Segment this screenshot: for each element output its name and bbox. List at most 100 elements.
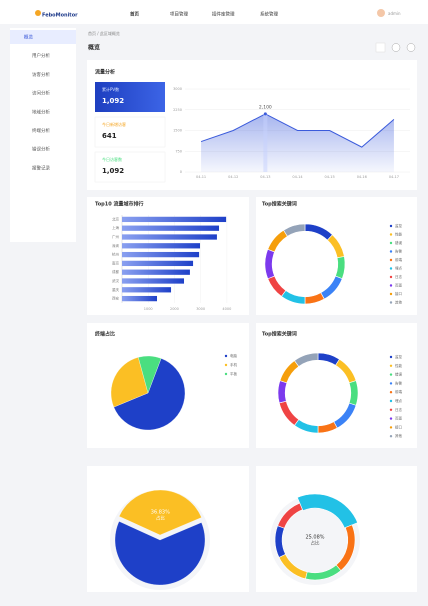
- donut-segment: [294, 352, 319, 367]
- legend-label[interactable]: 其他: [395, 433, 403, 438]
- legend-label[interactable]: 其他: [395, 300, 403, 305]
- legend-dot: [389, 224, 393, 228]
- legend-label[interactable]: 页面: [395, 283, 403, 288]
- legend-label[interactable]: 告警: [395, 249, 403, 254]
- legend-dot: [389, 382, 393, 385]
- legend-dot: [389, 373, 393, 376]
- bar: [122, 269, 190, 275]
- stat-label: 今日新增访客: [102, 121, 126, 127]
- legend-dot: [389, 267, 393, 270]
- bar: [122, 251, 200, 258]
- legend-label[interactable]: 页面: [395, 416, 403, 421]
- legend-dot: [389, 364, 393, 367]
- nav-item[interactable]: 插件库管理: [212, 11, 235, 18]
- x-tick-label: 04-16: [357, 175, 367, 179]
- y-tick-label: 成都: [112, 269, 119, 274]
- legend-label[interactable]: 平板: [230, 371, 237, 376]
- value-label: 36.83%: [151, 509, 170, 515]
- bar: [122, 225, 220, 231]
- card-title: 终端占比: [94, 331, 115, 338]
- bar: [122, 295, 158, 302]
- bar: [122, 287, 172, 293]
- stat-card: [95, 82, 165, 112]
- y-tick-label: 武汉: [112, 278, 119, 283]
- legend-label[interactable]: 性能: [395, 363, 403, 368]
- legend-label[interactable]: 错误: [395, 372, 403, 377]
- sidebar-item[interactable]: 访客分析: [32, 71, 50, 78]
- stat-label: 累计PV数: [102, 86, 119, 92]
- card-title: Top搜索关键词: [262, 331, 297, 338]
- pie-slice: [110, 357, 149, 408]
- y-tick-label: 0: [180, 170, 182, 174]
- legend-label[interactable]: 电脑: [230, 353, 237, 358]
- y-tick-label: 杭州: [112, 252, 119, 257]
- legend-dot: [389, 399, 393, 403]
- legend-dot: [389, 250, 393, 253]
- line-area: [201, 113, 394, 172]
- legend-dot: [389, 241, 393, 245]
- sidebar-item[interactable]: 终端分析: [32, 127, 50, 134]
- user-name: admin: [388, 11, 401, 16]
- sidebar-item[interactable]: 地域分析: [32, 108, 50, 115]
- calendar-button[interactable]: [375, 42, 386, 53]
- page-title: 概览: [88, 44, 100, 52]
- sidebar-active: [10, 30, 76, 44]
- nav-item[interactable]: 首页: [130, 11, 139, 18]
- legend-dot: [389, 435, 393, 438]
- card-title: 流量分析: [95, 69, 115, 76]
- nav-item[interactable]: 系统管理: [260, 11, 278, 18]
- legend-dot: [389, 391, 393, 394]
- remove-button[interactable]: [406, 43, 416, 52]
- legend-label[interactable]: 日志: [395, 407, 403, 412]
- legend-label[interactable]: 前端: [395, 257, 403, 262]
- legend-label[interactable]: 监控: [395, 223, 403, 228]
- y-tick-label: 1500: [173, 129, 182, 133]
- legend-label[interactable]: 告警: [395, 380, 403, 385]
- y-tick-label: 南京: [112, 260, 119, 265]
- sidebar-item[interactable]: 用户分析: [32, 52, 50, 59]
- legend-label[interactable]: 埋点: [395, 398, 403, 403]
- top-nav: [0, 0, 428, 24]
- legend-label[interactable]: 性能: [395, 232, 403, 237]
- legend-label[interactable]: 手机: [230, 362, 237, 367]
- nav-item[interactable]: 项目管理: [170, 11, 188, 18]
- pie-slice: [114, 521, 206, 586]
- line: [200, 113, 395, 148]
- bar: [122, 234, 217, 240]
- legend-dot: [389, 417, 393, 420]
- legend-label[interactable]: 日志: [395, 274, 403, 279]
- card-title: Top10 流量城市排行: [95, 201, 143, 208]
- legend-label[interactable]: 监控: [395, 354, 403, 359]
- donut-segment: [283, 223, 306, 237]
- sidebar-item[interactable]: 报警记录: [32, 164, 50, 171]
- add-button[interactable]: [391, 43, 401, 52]
- legend-dot: [389, 292, 393, 296]
- center-text: 占比: [311, 540, 320, 547]
- sidebar-item[interactable]: 访问分析: [32, 90, 50, 97]
- y-tick-label: 西安: [112, 296, 119, 301]
- y-tick-label: 上海: [112, 225, 119, 230]
- legend-label[interactable]: 接口: [395, 424, 403, 429]
- bar: [122, 216, 227, 223]
- stat-value: 1,092: [102, 97, 124, 105]
- legend-label[interactable]: 前端: [395, 389, 403, 394]
- donut-segment: [297, 493, 358, 529]
- legend-dot: [224, 372, 228, 376]
- sidebar-item[interactable]: 概览: [24, 34, 33, 41]
- legend-dot: [389, 233, 393, 236]
- legend-label[interactable]: 接口: [395, 291, 403, 296]
- stat-card: [94, 116, 166, 148]
- legend-label[interactable]: 错误: [395, 240, 403, 245]
- stat-label: 今日访客数: [102, 156, 122, 162]
- legend-label[interactable]: 埋点: [395, 266, 403, 271]
- stat-value: 1,092: [102, 167, 124, 175]
- legend-dot: [389, 275, 393, 279]
- sidebar-item[interactable]: 错误分析: [32, 146, 50, 153]
- logo-icon: [35, 10, 41, 16]
- legend-dot: [389, 301, 393, 304]
- sidebar: [10, 28, 76, 242]
- bar: [122, 260, 194, 267]
- x-tick-label: 04-17: [389, 175, 399, 179]
